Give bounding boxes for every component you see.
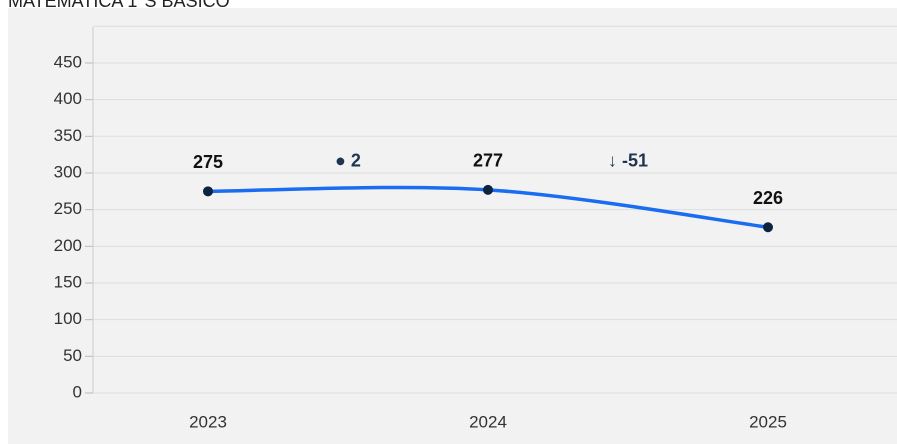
y-tick-label: 100: [54, 309, 82, 328]
y-tick-label: 50: [63, 346, 82, 365]
annotation: ● 2: [335, 151, 361, 171]
value-label: 226: [753, 188, 783, 208]
y-tick-label: 400: [54, 89, 82, 108]
y-tick-label: 250: [54, 199, 82, 218]
value-label: 275: [193, 152, 223, 172]
y-tick-label: 300: [54, 162, 82, 181]
y-tick-label: 200: [54, 236, 82, 255]
annotation: ↓ -51: [608, 151, 648, 171]
chart-title: MATEMATICA 1°S BASICO: [8, 0, 230, 11]
x-tick-label: 2023: [189, 412, 227, 431]
y-tick-label: 150: [54, 272, 82, 291]
y-tick-label: 450: [54, 52, 82, 71]
y-tick-label: 350: [54, 126, 82, 145]
point: [203, 186, 213, 197]
value-label: 277: [473, 151, 503, 171]
x-tick-label: 2025: [749, 412, 787, 431]
point: [483, 184, 493, 195]
point: [763, 222, 773, 233]
y-tick-label: 0: [73, 382, 82, 401]
x-tick-label: 2024: [469, 412, 507, 431]
